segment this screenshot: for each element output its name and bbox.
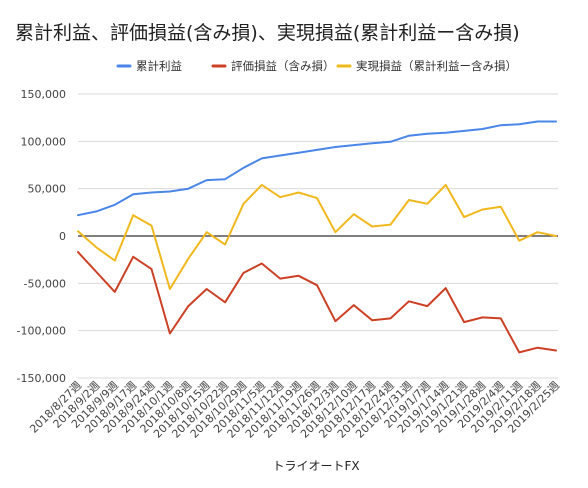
y-tick-label: 0: [59, 230, 66, 243]
legend-label-3: 実現損益（累計利益ー含み損）: [356, 59, 517, 73]
series-line-2: [77, 251, 557, 354]
legend-label-1: 累計利益: [136, 59, 182, 73]
legend: 累計利益 評価損益（含み損） 実現損益（累計利益ー含み損）: [116, 59, 517, 73]
series-line-1: [77, 120, 557, 217]
y-tick-label: -50,000: [24, 277, 66, 290]
x-axis-label: トライオートFX: [272, 459, 359, 473]
y-tick-label: 150,000: [21, 88, 67, 101]
series-lines: [77, 120, 557, 354]
y-tick-label: -100,000: [17, 325, 66, 338]
legend-label-2: 評価損益（含み損）: [231, 59, 335, 73]
y-tick-label: 100,000: [21, 135, 67, 148]
y-tick-label: -150,000: [17, 372, 66, 385]
y-axis-ticks: 150,000 100,000 50,000 0 -50,000 -100,000 -150…: [17, 88, 66, 385]
series-line-3: [77, 183, 557, 290]
gridlines: [78, 93, 558, 379]
y-tick-label: 50,000: [28, 183, 67, 196]
x-axis-ticks: 2018/8/27週2018/9/2週2018/9/9週2018/9/17週20…: [27, 379, 562, 441]
chart-title: 累計利益、評価損益(含み損)、実現損益(累計利益ー含み損): [15, 22, 520, 44]
